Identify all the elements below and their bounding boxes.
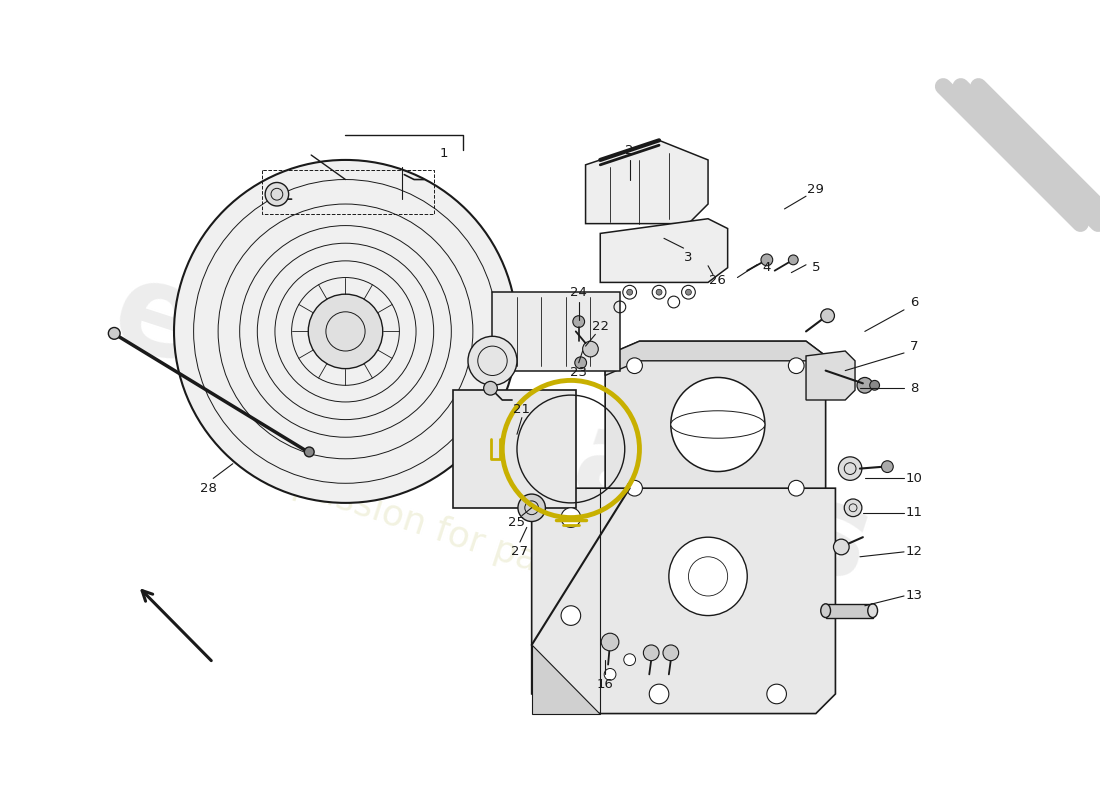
Circle shape (575, 357, 586, 369)
Circle shape (627, 290, 632, 295)
Text: 10: 10 (905, 472, 922, 485)
Text: 2: 2 (626, 144, 634, 157)
Ellipse shape (868, 604, 878, 618)
Text: 3: 3 (684, 251, 693, 265)
Circle shape (624, 654, 636, 666)
Circle shape (174, 160, 517, 503)
Text: a passion for parts since 1985: a passion for parts since 1985 (257, 456, 786, 658)
Polygon shape (605, 342, 826, 375)
Circle shape (604, 669, 616, 680)
Circle shape (265, 182, 288, 206)
Circle shape (761, 254, 772, 266)
Circle shape (671, 378, 764, 471)
Circle shape (669, 537, 747, 615)
Text: 16: 16 (596, 678, 614, 690)
Text: 22: 22 (592, 320, 608, 333)
Text: 28: 28 (200, 482, 217, 494)
Polygon shape (605, 342, 826, 508)
Circle shape (789, 480, 804, 496)
Circle shape (834, 539, 849, 555)
Circle shape (789, 358, 804, 374)
Polygon shape (493, 292, 620, 370)
Circle shape (627, 480, 642, 496)
Polygon shape (453, 390, 575, 508)
Text: eurospares: eurospares (98, 250, 887, 609)
Circle shape (484, 382, 497, 395)
Circle shape (685, 290, 692, 295)
Circle shape (789, 255, 799, 265)
Polygon shape (585, 140, 708, 224)
Ellipse shape (671, 410, 764, 438)
Circle shape (561, 508, 581, 527)
Polygon shape (601, 218, 727, 282)
Circle shape (561, 606, 581, 626)
Circle shape (468, 336, 517, 386)
Circle shape (663, 645, 679, 661)
Text: 23: 23 (570, 366, 587, 379)
Text: 11: 11 (905, 506, 922, 519)
Circle shape (583, 342, 598, 357)
Text: 1: 1 (439, 146, 448, 159)
Circle shape (838, 457, 862, 480)
Polygon shape (531, 645, 601, 714)
Circle shape (627, 358, 642, 374)
Circle shape (649, 684, 669, 704)
Text: 4: 4 (762, 262, 771, 274)
Circle shape (881, 461, 893, 473)
Text: 24: 24 (570, 286, 587, 298)
Text: 25: 25 (508, 516, 526, 529)
Text: 5: 5 (812, 262, 821, 274)
Circle shape (518, 494, 546, 522)
Circle shape (602, 634, 619, 651)
Text: 8: 8 (910, 382, 918, 394)
Circle shape (554, 310, 597, 353)
Text: 29: 29 (807, 183, 824, 196)
Circle shape (857, 378, 872, 393)
Text: 7: 7 (910, 340, 918, 353)
Circle shape (767, 684, 786, 704)
Text: 27: 27 (512, 546, 528, 558)
Circle shape (656, 290, 662, 295)
Polygon shape (531, 488, 835, 714)
Circle shape (305, 447, 315, 457)
Text: 21: 21 (514, 403, 530, 416)
Text: 13: 13 (905, 590, 922, 602)
Polygon shape (806, 351, 855, 400)
Text: 12: 12 (905, 546, 922, 558)
Ellipse shape (821, 604, 830, 618)
Circle shape (109, 327, 120, 339)
Circle shape (308, 294, 383, 369)
Text: 26: 26 (710, 274, 726, 287)
Circle shape (573, 316, 584, 327)
Polygon shape (826, 604, 872, 618)
Text: 6: 6 (910, 295, 918, 309)
Circle shape (845, 499, 862, 517)
Circle shape (870, 381, 880, 390)
Circle shape (821, 309, 835, 322)
Circle shape (644, 645, 659, 661)
